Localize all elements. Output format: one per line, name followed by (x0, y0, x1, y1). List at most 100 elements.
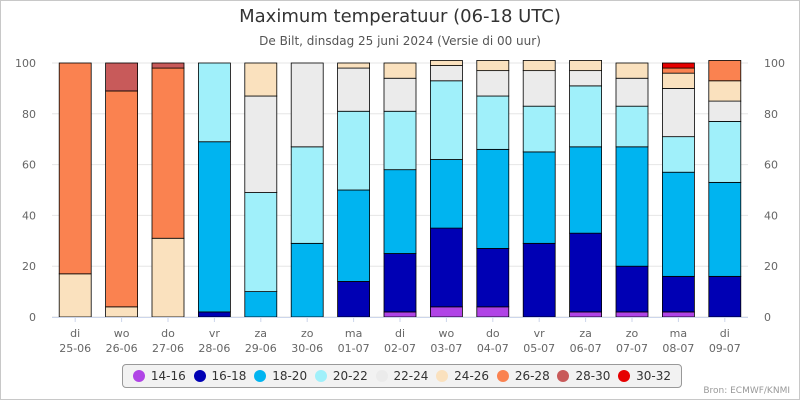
bar-segment[interactable] (337, 62, 371, 69)
bar-segment[interactable] (615, 311, 649, 318)
bar-segment[interactable] (615, 77, 649, 107)
bar-segment[interactable] (476, 60, 510, 72)
bar-segment[interactable] (662, 171, 695, 277)
bar-segment[interactable] (383, 62, 417, 79)
bar-segment[interactable] (383, 169, 417, 254)
bar-segment[interactable] (569, 70, 602, 87)
bar-segment[interactable] (429, 80, 463, 160)
bar-segment[interactable] (569, 60, 602, 72)
legend-swatch (375, 370, 388, 382)
x-tick-label-day: do (486, 327, 500, 340)
bar-segment[interactable] (151, 62, 185, 69)
bar-segment[interactable] (337, 67, 371, 112)
bar-segment[interactable] (429, 227, 463, 308)
bar-segment[interactable] (105, 306, 138, 318)
bar-segment[interactable] (429, 159, 463, 229)
bar-segment[interactable] (708, 181, 742, 277)
bar-segment[interactable] (662, 72, 695, 89)
bar-segment[interactable] (429, 60, 463, 66)
bar-segment[interactable] (58, 273, 92, 318)
bar-segment[interactable] (244, 62, 278, 97)
bar-segment[interactable] (708, 121, 742, 183)
legend-label: 20-22 (332, 369, 368, 383)
bar-segment[interactable] (337, 189, 371, 282)
bar-segment[interactable] (569, 146, 602, 234)
legend-item[interactable]: 24-26 (436, 369, 489, 383)
x-tick-label-day: vr (534, 327, 546, 340)
bar-segment[interactable] (383, 311, 417, 318)
bar-segment[interactable] (337, 110, 371, 191)
bar-segment[interactable] (569, 85, 602, 148)
bar-segment[interactable] (615, 62, 649, 79)
bar-segment[interactable] (429, 65, 463, 82)
bar-segment[interactable] (58, 62, 92, 275)
bar-segment[interactable] (383, 77, 417, 112)
bar-segment[interactable] (476, 248, 510, 308)
x-tick-label-date: 29-06 (245, 342, 277, 355)
bar-segment[interactable] (197, 311, 231, 318)
x-tick-label-day: ma (670, 327, 687, 340)
bar-segment[interactable] (522, 70, 556, 107)
x-tick-label-day: vr (209, 327, 221, 340)
bar-segment[interactable] (244, 95, 278, 193)
legend-item[interactable]: 30-32 (618, 369, 671, 383)
x-tick-label-day: zo (626, 327, 639, 340)
bar-segment[interactable] (244, 291, 278, 318)
bar-segment[interactable] (522, 105, 556, 153)
legend-label: 26-28 (514, 369, 550, 383)
legend-item[interactable]: 28-30 (557, 369, 610, 383)
bar-segment[interactable] (662, 62, 695, 69)
bar-segment[interactable] (662, 311, 695, 318)
bar-segment[interactable] (615, 105, 649, 148)
legend-swatch (557, 370, 570, 382)
bar-segment[interactable] (708, 100, 742, 122)
bar-segment[interactable] (522, 60, 556, 72)
bar-segment[interactable] (151, 67, 185, 239)
legend-swatch (193, 370, 206, 382)
x-tick-label-day: di (395, 327, 405, 340)
bar-segment[interactable] (522, 242, 556, 318)
bar-segment[interactable] (615, 146, 649, 267)
bar-segment[interactable] (708, 60, 742, 82)
bar-segment[interactable] (151, 237, 185, 318)
x-tick-label-date: 26-06 (106, 342, 138, 355)
bar-segment[interactable] (197, 141, 231, 313)
bar-segment[interactable] (476, 306, 510, 318)
bar-segment[interactable] (337, 281, 371, 318)
y-tick-label-left: 80 (22, 108, 36, 121)
bar-segment[interactable] (105, 62, 138, 92)
bar-segment[interactable] (290, 146, 324, 244)
bar-segment[interactable] (290, 242, 324, 318)
x-tick-label-date: 09-07 (709, 342, 741, 355)
bar-segment[interactable] (662, 67, 695, 74)
legend-item[interactable]: 18-20 (254, 369, 307, 383)
bar-segment[interactable] (105, 90, 138, 308)
legend-swatch (254, 370, 267, 382)
bar-segment[interactable] (429, 306, 463, 318)
bar-segment[interactable] (615, 265, 649, 313)
bar-segment[interactable] (383, 110, 417, 171)
y-tick-label-right: 20 (764, 260, 778, 273)
bar-segment[interactable] (708, 275, 742, 318)
legend-item[interactable]: 16-18 (193, 369, 246, 383)
bar-segment[interactable] (662, 88, 695, 138)
bar-segment[interactable] (569, 311, 602, 318)
bar-segment[interactable] (476, 148, 510, 249)
legend-item[interactable]: 22-24 (375, 369, 428, 383)
bar-segment[interactable] (476, 70, 510, 97)
bar-segment[interactable] (662, 136, 695, 173)
bar-segment[interactable] (197, 62, 231, 143)
bar-segment[interactable] (244, 192, 278, 292)
bar-segment[interactable] (708, 80, 742, 102)
bar-segment[interactable] (569, 232, 602, 313)
bar-segment[interactable] (662, 275, 695, 313)
bar-segment[interactable] (522, 151, 556, 244)
bar-segment[interactable] (476, 95, 510, 150)
legend-swatch (132, 370, 145, 382)
bar-segment[interactable] (383, 253, 417, 313)
legend-item[interactable]: 26-28 (496, 369, 550, 383)
bar-segment[interactable] (290, 62, 324, 148)
legend-item[interactable]: 14-16 (132, 369, 186, 383)
legend-swatch (436, 370, 449, 382)
legend-item[interactable]: 20-22 (314, 369, 368, 383)
